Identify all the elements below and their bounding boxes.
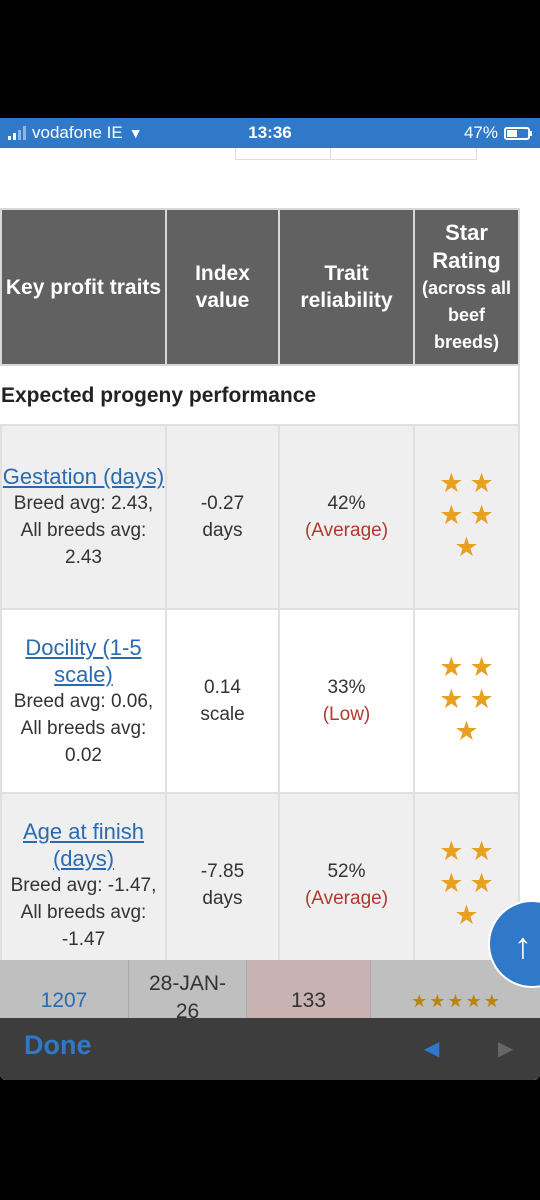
header-key-profit-traits: Key profit traits bbox=[0, 208, 167, 366]
summary-date: 28-JAN- 26 bbox=[128, 960, 246, 1018]
star-rating-icons: ★ ★ ★ ★ ★ bbox=[436, 837, 498, 933]
trait-note: Breed avg: 2.43, All breeds avg: 2.43 bbox=[13, 493, 154, 568]
star-icon: ★ bbox=[469, 468, 494, 498]
traits-table: Key profit traits Index value Trait reli… bbox=[0, 208, 520, 978]
battery-percent: 47% bbox=[463, 123, 498, 142]
star-icon: ★ bbox=[465, 991, 482, 1011]
star-icon: ★ bbox=[439, 652, 464, 682]
bottom-toolbar: Done ◀ ▶ bbox=[0, 1018, 540, 1080]
star-icon: ★ bbox=[483, 991, 500, 1011]
star-icon: ★ bbox=[469, 868, 494, 898]
star-icon: ★ bbox=[447, 991, 464, 1011]
reliability-label: (Average) bbox=[304, 888, 389, 909]
index-unit: days bbox=[202, 520, 243, 541]
status-time: 13:36 bbox=[248, 123, 292, 142]
star-icon: ★ bbox=[469, 500, 494, 530]
table-row: Docility (1-5 scale) Breed avg: 0.06, Al… bbox=[0, 608, 520, 794]
index-unit: days bbox=[202, 888, 243, 909]
trait-link-docility[interactable]: Docility (1-5 scale) bbox=[25, 634, 142, 687]
done-button[interactable]: Done bbox=[24, 1030, 92, 1060]
reliability-label: (Average) bbox=[304, 520, 389, 541]
trait-note: Breed avg: -1.47, All breeds avg: -1.47 bbox=[10, 874, 157, 950]
star-icon: ★ bbox=[469, 684, 494, 714]
trait-link-gestation[interactable]: Gestation (days) bbox=[2, 464, 165, 489]
summary-count: 133 bbox=[246, 960, 370, 1018]
index-value-cell: -0.27 days bbox=[165, 424, 280, 610]
section-row: Expected progeny performance bbox=[1, 364, 520, 426]
browser-screen: vodafone IE ▼ 13:36 47% Key profit trait… bbox=[0, 118, 540, 1080]
back-arrow-icon[interactable]: ◀ bbox=[424, 1038, 440, 1060]
summary-id[interactable]: 1207 bbox=[40, 989, 88, 1012]
star-icon: ★ bbox=[454, 532, 479, 562]
table-header-row: Key profit traits Index value Trait reli… bbox=[0, 208, 520, 366]
star-icon: ★ bbox=[429, 991, 446, 1011]
star-icon: ★ bbox=[454, 900, 479, 930]
header-trait-reliability: Trait reliability bbox=[278, 208, 415, 366]
reliability-label: (Low) bbox=[322, 704, 371, 725]
index-value: 0.14 bbox=[204, 677, 241, 698]
summary-date-line2: 26 bbox=[175, 1000, 200, 1018]
trait-cell: Gestation (days) Breed avg: 2.43, All br… bbox=[0, 424, 167, 610]
header-star-rating-sub: (across all beef breeds) bbox=[421, 277, 512, 352]
wifi-icon: ▼ bbox=[128, 125, 143, 141]
reliability-value: 33% bbox=[327, 677, 366, 698]
battery-status: 47% bbox=[463, 123, 532, 143]
star-icon: ★ bbox=[469, 836, 494, 866]
star-rating-icons: ★ ★ ★ ★ ★ bbox=[436, 469, 498, 565]
star-icon: ★ bbox=[439, 468, 464, 498]
star-rating-icons: ★ ★ ★ ★ ★ bbox=[436, 653, 498, 749]
sticky-summary-row: 1207 28-JAN- 26 133 ★ ★ ★ ★ ★ bbox=[0, 960, 540, 1018]
index-value: -7.85 bbox=[200, 861, 245, 882]
index-value-cell: -7.85 days bbox=[165, 792, 280, 978]
reliability-cell: 52% (Average) bbox=[278, 792, 415, 978]
previous-table-remnant bbox=[0, 148, 540, 160]
star-icon: ★ bbox=[454, 716, 479, 746]
star-icon: ★ bbox=[411, 991, 428, 1011]
index-value-cell: 0.14 scale bbox=[165, 608, 280, 794]
table-row: Age at finish (days) Breed avg: -1.47, A… bbox=[0, 792, 520, 978]
star-rating-cell: ★ ★ ★ ★ ★ bbox=[413, 608, 520, 794]
trait-link-age-at-finish[interactable]: Age at finish (days) bbox=[22, 818, 145, 871]
star-rating-cell: ★ ★ ★ ★ ★ bbox=[413, 424, 520, 610]
section-title: Expected progeny performance bbox=[1, 364, 520, 426]
star-icon: ★ bbox=[469, 652, 494, 682]
trait-cell: Age at finish (days) Breed avg: -1.47, A… bbox=[0, 792, 167, 978]
reliability-value: 42% bbox=[327, 493, 366, 514]
star-icon: ★ bbox=[439, 836, 464, 866]
trait-cell: Docility (1-5 scale) Breed avg: 0.06, Al… bbox=[0, 608, 167, 794]
header-star-rating: Star Rating (across all beef breeds) bbox=[413, 208, 520, 366]
reliability-cell: 42% (Average) bbox=[278, 424, 415, 610]
index-unit: scale bbox=[200, 704, 245, 725]
reliability-cell: 33% (Low) bbox=[278, 608, 415, 794]
star-icon: ★ bbox=[439, 868, 464, 898]
signal-icon bbox=[8, 126, 26, 140]
summary-stars: ★ ★ ★ ★ ★ bbox=[370, 960, 540, 1018]
index-value: -0.27 bbox=[200, 493, 245, 514]
carrier-name: vodafone IE bbox=[32, 123, 123, 142]
forward-arrow-icon[interactable]: ▶ bbox=[498, 1038, 514, 1060]
star-icon: ★ bbox=[439, 684, 464, 714]
header-star-rating-title: Star Rating bbox=[432, 219, 501, 273]
header-index-value: Index value bbox=[165, 208, 280, 366]
trait-note: Breed avg: 0.06, All breeds avg: 0.02 bbox=[13, 690, 154, 766]
carrier-info: vodafone IE ▼ bbox=[8, 123, 143, 143]
star-icon: ★ bbox=[439, 500, 464, 530]
summary-date-line1: 28-JAN- bbox=[148, 972, 227, 995]
battery-icon bbox=[504, 126, 532, 140]
reliability-value: 52% bbox=[327, 861, 366, 882]
status-bar: vodafone IE ▼ 13:36 47% bbox=[0, 118, 540, 148]
table-row: Gestation (days) Breed avg: 2.43, All br… bbox=[0, 424, 520, 610]
